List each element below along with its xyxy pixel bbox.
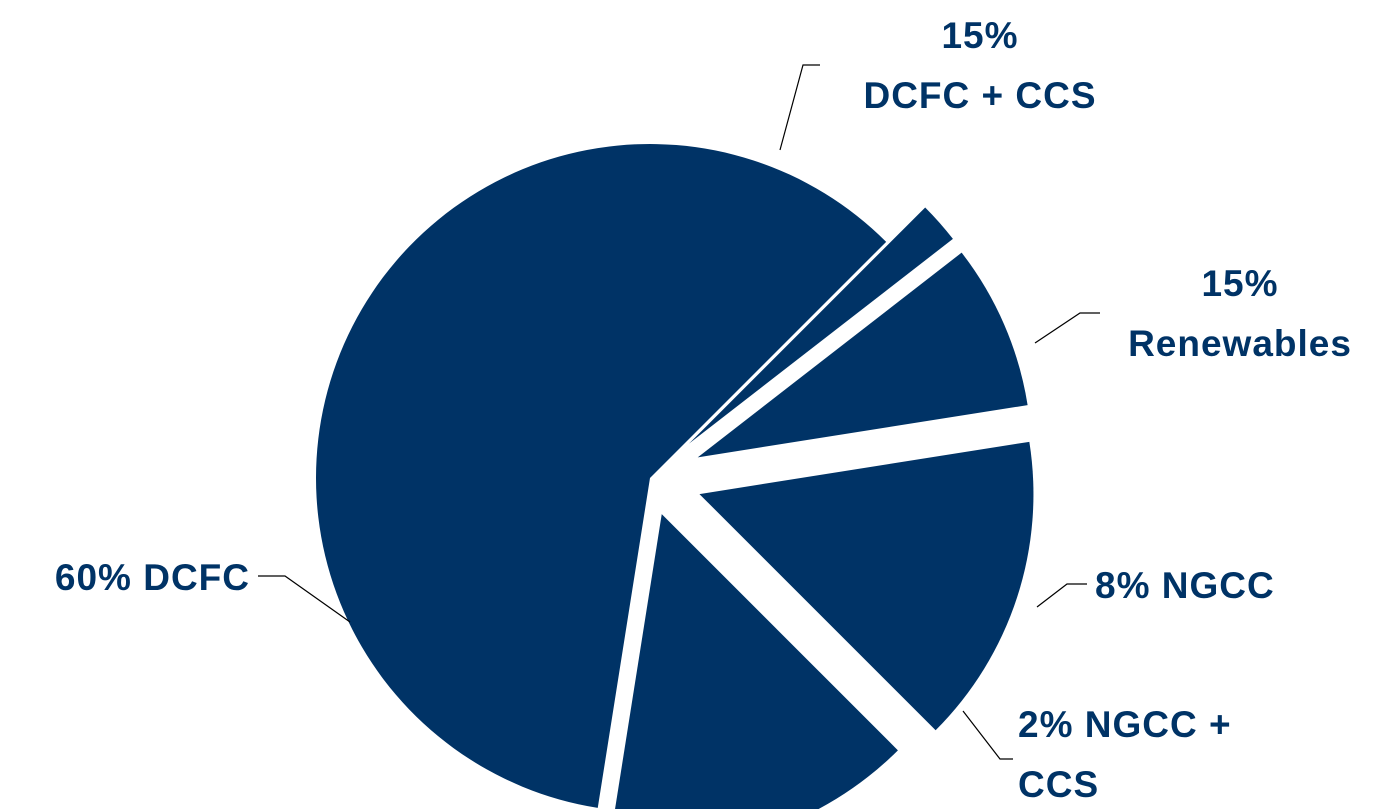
slice-label-2-line-2: DCFC + CCS: [863, 75, 1096, 116]
slice-label-4-line-1: 8% NGCC: [1095, 565, 1275, 606]
leader-line-4: [1036, 583, 1087, 608]
pie-slice-dcfc: [316, 144, 887, 808]
pie-slice-renewables: [699, 441, 1034, 731]
leader-line-5: [962, 710, 1013, 760]
leader-line-2: [779, 64, 820, 151]
pie-slice-ngcc: [697, 252, 1028, 458]
slice-label-3-line-1: 15%: [1201, 263, 1278, 304]
slice-label-5-line-2: CCS: [1018, 764, 1099, 805]
slice-label-3-line-2: Renewables: [1128, 323, 1352, 364]
pie-slice-dcfc-ccs: [615, 514, 898, 809]
slice-label-1-line-1: 60% DCFC: [55, 557, 250, 598]
leader-line-1: [258, 575, 351, 623]
leader-line-3: [1034, 312, 1100, 344]
slice-label-5-line-1: 2% NGCC +: [1018, 704, 1232, 745]
pie-slice-ngcc-ccs: [689, 207, 953, 444]
slice-label-2-line-1: 15%: [941, 15, 1018, 56]
